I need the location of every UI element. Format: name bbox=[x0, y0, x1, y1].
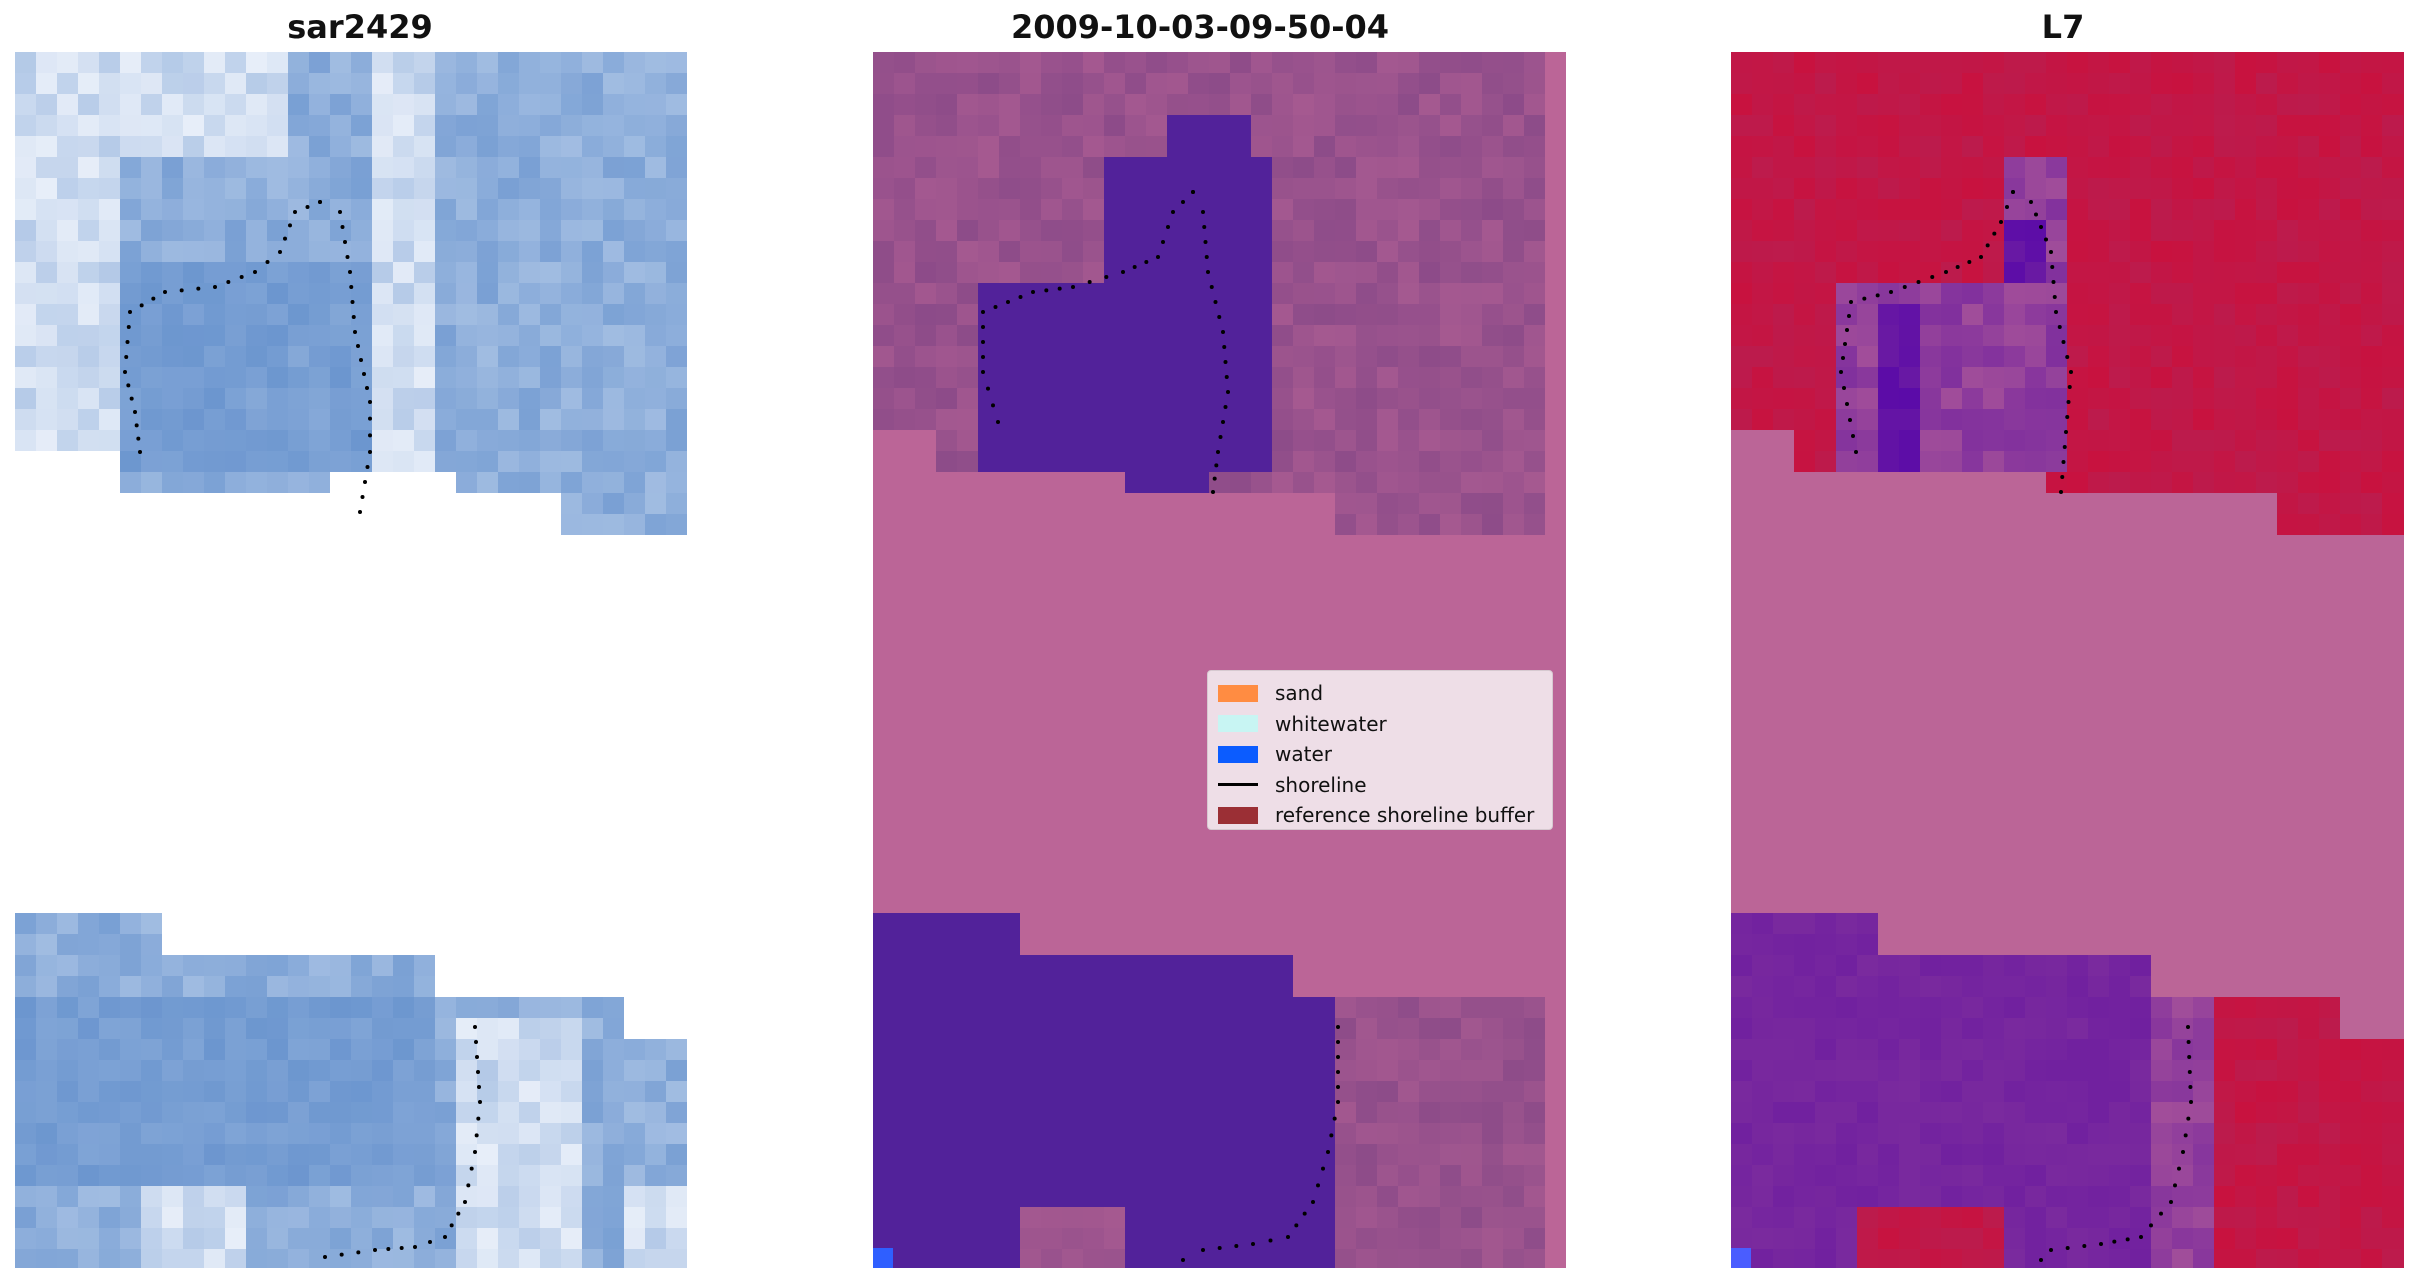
legend-color-swatch bbox=[1218, 806, 1258, 824]
panel-title-rgb: sar2429 bbox=[287, 8, 433, 46]
shoreline-top-left bbox=[981, 190, 1195, 424]
legend-color-swatch bbox=[1218, 745, 1258, 763]
legend-color-swatch bbox=[1218, 715, 1258, 733]
rgb-image bbox=[15, 52, 687, 1268]
legend-label: shoreline bbox=[1275, 772, 1367, 797]
nodata-pixel bbox=[1731, 1248, 1751, 1268]
legend-item: sand bbox=[1218, 678, 1542, 709]
classified-image bbox=[873, 52, 1566, 1268]
legend-label: sand bbox=[1275, 681, 1324, 706]
index-image-canvas bbox=[1731, 52, 2404, 1268]
nodata-pixel bbox=[873, 1248, 893, 1268]
legend-color-swatch bbox=[1218, 684, 1258, 702]
legend-label: whitewater bbox=[1275, 711, 1387, 736]
rgb-image-canvas bbox=[15, 52, 687, 1268]
classified-image-canvas bbox=[873, 52, 1566, 1268]
legend: sand whitewater water shoreline reference sh… bbox=[1207, 670, 1553, 830]
legend-label: water bbox=[1275, 742, 1332, 767]
legend-line-swatch bbox=[1218, 783, 1258, 787]
legend-item: whitewater bbox=[1218, 709, 1542, 740]
shoreline-top-left bbox=[1839, 190, 2015, 454]
panel-classified: 2009-10-03-09-50-04 bbox=[860, 0, 1580, 1283]
legend-item: reference shoreline buffer bbox=[1218, 800, 1542, 831]
legend-label: reference shoreline buffer bbox=[1275, 803, 1535, 828]
legend-item: shoreline bbox=[1218, 770, 1542, 801]
shoreline-top-left bbox=[123, 200, 322, 454]
shoreline-bottom bbox=[1181, 1025, 1340, 1262]
panel-index: L7 bbox=[1730, 0, 2436, 1283]
panel-title-classified: 2009-10-03-09-50-04 bbox=[1010, 8, 1390, 46]
legend-item: water bbox=[1218, 739, 1542, 770]
shoreline-bottom bbox=[2039, 1025, 2193, 1262]
shoreline-bottom bbox=[323, 1025, 482, 1259]
panel-title-index: L7 bbox=[2041, 8, 2085, 46]
index-image bbox=[1731, 52, 2404, 1268]
panel-rgb: sar2429 bbox=[0, 0, 720, 1283]
